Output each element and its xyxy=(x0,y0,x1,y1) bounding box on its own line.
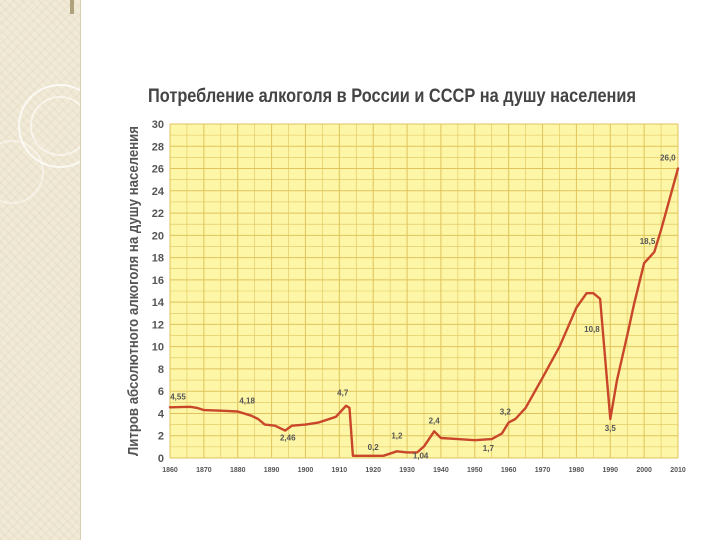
data-label: 3,5 xyxy=(605,424,617,433)
y-tick-label: 12 xyxy=(152,319,164,331)
slide-content: Потребление алкоголя в России и СССР на … xyxy=(80,0,720,540)
data-labels: 4,55 4,18 2,46 4,7 0,2 1,2 1,04 2,4 1,7 3,2 10,8 3,… xyxy=(170,154,676,461)
x-tick-label: 1920 xyxy=(365,467,381,474)
y-tick-label: 8 xyxy=(158,364,164,376)
y-tick-label: 14 xyxy=(152,297,165,309)
y-tick-label: 22 xyxy=(152,208,164,220)
data-label: 1,04 xyxy=(413,451,429,460)
x-tick-label: 1880 xyxy=(230,467,246,474)
grid xyxy=(169,123,679,459)
sidebar-tick xyxy=(70,0,74,14)
x-tick-label: 1910 xyxy=(332,467,348,474)
y-tick-label: 20 xyxy=(152,230,164,242)
x-tick-label: 1970 xyxy=(535,467,551,474)
data-label: 2,4 xyxy=(429,416,441,425)
data-label: 4,18 xyxy=(239,396,255,405)
x-tick-label: 1930 xyxy=(399,467,415,474)
y-tick-label: 2 xyxy=(158,431,164,443)
y-tick-label: 16 xyxy=(152,275,164,287)
x-tick-label: 1940 xyxy=(433,467,449,474)
y-tick-label: 30 xyxy=(152,119,164,131)
data-label: 26,0 xyxy=(660,154,676,163)
x-tick-label: 2010 xyxy=(670,467,686,474)
decorative-sidebar xyxy=(0,0,81,540)
x-tick-label: 1990 xyxy=(602,467,618,474)
y-tick-label: 18 xyxy=(152,253,164,265)
data-label: 1,2 xyxy=(391,432,403,441)
y-axis-label: Литров абсолютного алкоголя на душу насе… xyxy=(125,126,142,456)
data-label: 3,2 xyxy=(500,407,512,416)
series-line-group xyxy=(168,167,680,457)
chart-title: Потребление алкоголя в России и СССР на … xyxy=(148,86,636,107)
x-tick-label: 1900 xyxy=(298,467,314,474)
data-label: 1,7 xyxy=(483,444,495,453)
y-tick-label: 26 xyxy=(152,164,164,176)
y-tick-label: 28 xyxy=(152,141,164,153)
x-tick-label: 1950 xyxy=(467,467,483,474)
x-tick-label: 1870 xyxy=(196,467,212,474)
data-label: 10,8 xyxy=(584,325,600,334)
x-tick-label: 1890 xyxy=(264,467,280,474)
decorative-ring-icon xyxy=(30,96,80,156)
x-tick-label: 1860 xyxy=(162,467,178,474)
series-line xyxy=(168,167,680,457)
data-label: 4,7 xyxy=(337,389,349,398)
y-tick-label: 0 xyxy=(158,453,164,465)
data-label: 2,46 xyxy=(280,434,296,443)
data-label: 18,5 xyxy=(640,237,656,246)
data-label: 4,55 xyxy=(170,392,186,401)
x-tick-label: 1980 xyxy=(569,467,585,474)
x-tick-label: 1960 xyxy=(501,467,517,474)
data-label: 0,2 xyxy=(368,443,380,452)
y-tick-label: 6 xyxy=(158,386,164,398)
y-tick-label: 24 xyxy=(152,186,165,198)
y-tick-label: 10 xyxy=(152,342,164,354)
x-tick-label: 2000 xyxy=(636,467,652,474)
y-tick-label: 4 xyxy=(158,408,165,420)
